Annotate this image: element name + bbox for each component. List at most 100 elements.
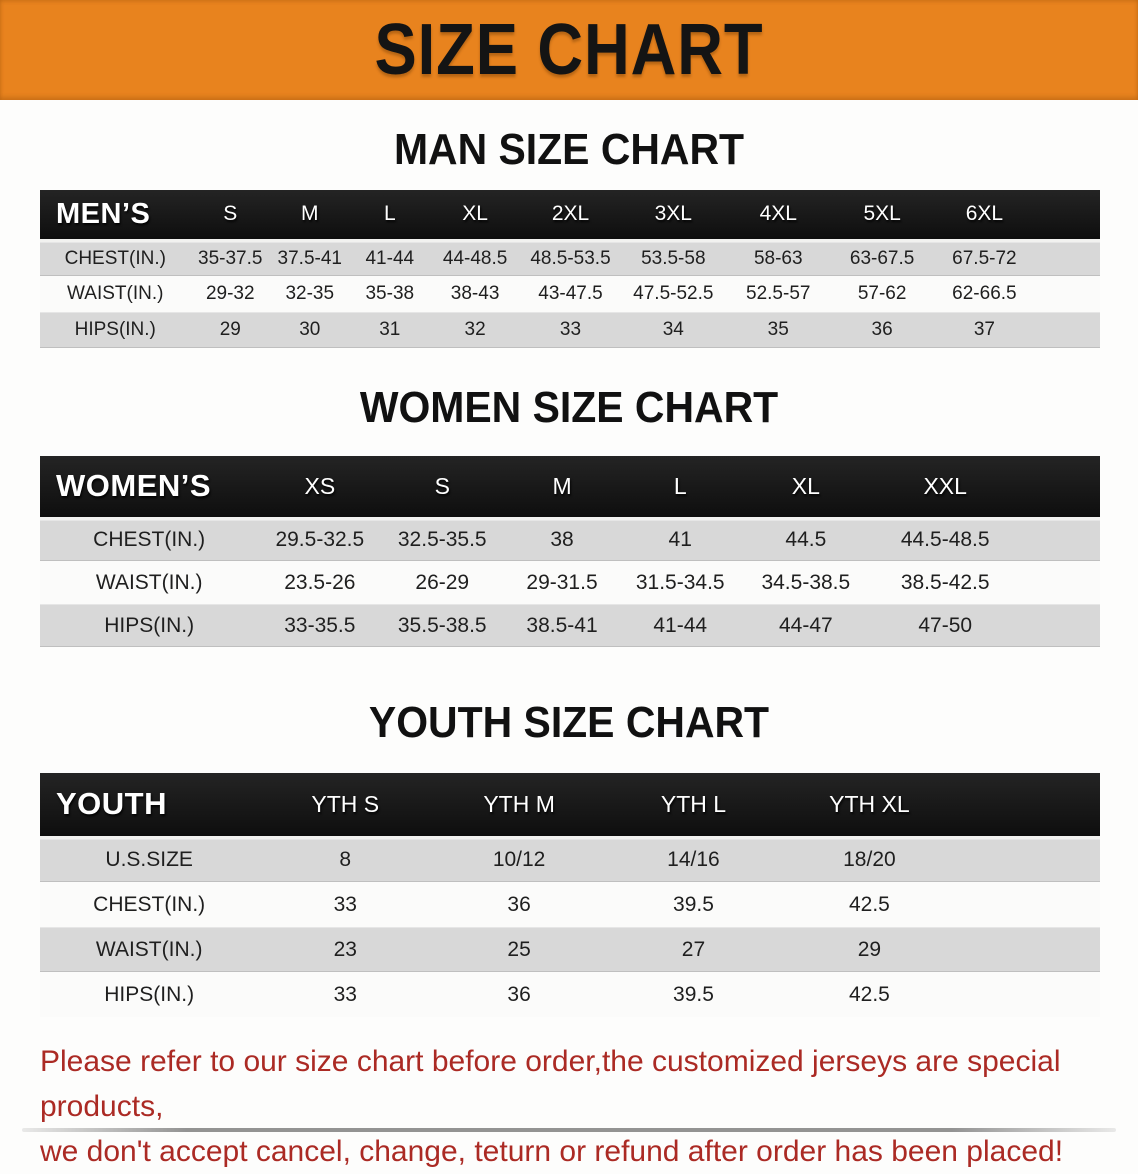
header-row: MEN’S S M L XL 2XL 3XL 4XL 5XL 6XL bbox=[40, 190, 1100, 242]
size-value-cell: 37 bbox=[933, 312, 1036, 348]
size-value-cell: 36 bbox=[432, 882, 607, 927]
col-header-s: S bbox=[381, 456, 504, 520]
col-header-yth-l: YTH L bbox=[606, 773, 781, 839]
size-value-cell: 42.5 bbox=[780, 882, 958, 927]
youth-section: YOUTH SIZE CHART YOUTH YTH S YTH M YTH L YTH … bbox=[0, 699, 1138, 1017]
women-size-table: WOMEN’S XS S M L XL XXL CHEST(IN.) 29.5-32.5 32.5… bbox=[40, 456, 1100, 647]
men-size-table: MEN’S S M L XL 2XL 3XL 4XL 5XL 6XL CHEST(IN.) 35-37… bbox=[40, 190, 1100, 348]
size-value-cell: 41 bbox=[620, 518, 740, 561]
size-value-cell: 43-47.5 bbox=[520, 276, 621, 312]
row-label: U.S.SIZE bbox=[40, 837, 259, 882]
spacer-cell bbox=[1018, 456, 1100, 520]
size-value-cell: 29-31.5 bbox=[503, 561, 621, 604]
spacer-cell bbox=[957, 972, 1100, 1017]
size-value-cell: 47-50 bbox=[872, 604, 1019, 647]
size-value-cell: 41-44 bbox=[620, 604, 740, 647]
women-section: WOMEN SIZE CHART WOMEN’S XS S M L XL XXL CHEST(I… bbox=[0, 384, 1138, 647]
size-value-cell: 38.5-42.5 bbox=[872, 561, 1019, 604]
col-header-yth-xl: YTH XL bbox=[780, 773, 958, 839]
size-value-cell: 23.5-26 bbox=[258, 561, 382, 604]
size-value-cell: 42.5 bbox=[780, 972, 958, 1017]
size-value-cell: 29 bbox=[780, 927, 958, 972]
header-row: YOUTH YTH S YTH M YTH L YTH XL bbox=[40, 773, 1100, 839]
size-value-cell: 8 bbox=[258, 837, 433, 882]
spacer-cell bbox=[957, 882, 1100, 927]
col-header-yth-m: YTH M bbox=[432, 773, 607, 839]
spacer-cell bbox=[957, 837, 1100, 882]
size-value-cell: 53.5-58 bbox=[620, 240, 726, 276]
size-value-cell: 38 bbox=[503, 518, 621, 561]
row-label: CHEST(IN.) bbox=[40, 882, 259, 927]
row-label: CHEST(IN.) bbox=[40, 518, 259, 561]
disclaimer-line-2: we don't accept cancel, change, teturn o… bbox=[40, 1135, 1064, 1168]
bottom-crop-line bbox=[22, 1128, 1116, 1132]
size-chart-sections: MAN SIZE CHART MEN’S S M L XL 2XL 3XL 4XL 5XL 6XL C… bbox=[0, 126, 1138, 1017]
youth-size-table: YOUTH YTH S YTH M YTH L YTH XL U.S.SIZE 8 10/12… bbox=[40, 773, 1100, 1017]
table-row: U.S.SIZE 8 10/12 14/16 18/20 bbox=[40, 837, 1100, 882]
col-header-xs: XS bbox=[258, 456, 382, 520]
size-value-cell: 27 bbox=[606, 927, 781, 972]
size-value-cell: 35 bbox=[725, 312, 831, 348]
size-value-cell: 26-29 bbox=[381, 561, 504, 604]
size-value-cell: 44.5-48.5 bbox=[872, 518, 1019, 561]
size-value-cell: 35.5-38.5 bbox=[381, 604, 504, 647]
table-title-cell: MEN’S bbox=[40, 190, 191, 242]
size-value-cell: 33-35.5 bbox=[258, 604, 382, 647]
spacer-cell bbox=[1035, 312, 1100, 348]
size-value-cell: 29-32 bbox=[190, 276, 271, 312]
table-title-cell: YOUTH bbox=[40, 773, 259, 839]
col-header-2xl: 2XL bbox=[520, 190, 621, 242]
size-value-cell: 52.5-57 bbox=[725, 276, 831, 312]
size-value-cell: 29 bbox=[190, 312, 271, 348]
col-header-xl: XL bbox=[430, 190, 521, 242]
col-header-5xl: 5XL bbox=[830, 190, 934, 242]
row-label: HIPS(IN.) bbox=[40, 312, 191, 348]
col-header-3xl: 3XL bbox=[620, 190, 726, 242]
size-value-cell: 44.5 bbox=[739, 518, 873, 561]
size-value-cell: 32-35 bbox=[270, 276, 350, 312]
size-value-cell: 39.5 bbox=[606, 972, 781, 1017]
size-value-cell: 34.5-38.5 bbox=[739, 561, 873, 604]
size-value-cell: 44-48.5 bbox=[430, 240, 521, 276]
size-value-cell: 67.5-72 bbox=[933, 240, 1036, 276]
table-row: CHEST(IN.) 29.5-32.5 32.5-35.5 38 41 44.5 44.5… bbox=[40, 518, 1100, 561]
size-value-cell: 31 bbox=[349, 312, 431, 348]
size-value-cell: 41-44 bbox=[349, 240, 431, 276]
spacer-cell bbox=[1035, 276, 1100, 312]
spacer-cell bbox=[957, 927, 1100, 972]
size-value-cell: 31.5-34.5 bbox=[620, 561, 740, 604]
size-value-cell: 47.5-52.5 bbox=[620, 276, 726, 312]
row-label: HIPS(IN.) bbox=[40, 604, 259, 647]
col-header-l: L bbox=[620, 456, 740, 520]
size-value-cell: 30 bbox=[270, 312, 350, 348]
spacer-cell bbox=[1018, 604, 1100, 647]
table-row: WAIST(IN.) 23.5-26 26-29 29-31.5 31.5-34.5 34… bbox=[40, 561, 1100, 604]
col-header-l: L bbox=[349, 190, 431, 242]
disclaimer-line-1: Please refer to our size chart before or… bbox=[40, 1045, 1061, 1123]
size-value-cell: 33 bbox=[258, 882, 433, 927]
size-value-cell: 32.5-35.5 bbox=[381, 518, 504, 561]
size-value-cell: 25 bbox=[432, 927, 607, 972]
size-value-cell: 14/16 bbox=[606, 837, 781, 882]
size-value-cell: 10/12 bbox=[432, 837, 607, 882]
section-heading-women: WOMEN SIZE CHART bbox=[359, 383, 779, 432]
table-title-cell: WOMEN’S bbox=[40, 456, 259, 520]
size-value-cell: 18/20 bbox=[780, 837, 958, 882]
size-value-cell: 44-47 bbox=[739, 604, 873, 647]
col-header-m: M bbox=[270, 190, 350, 242]
spacer-cell bbox=[1035, 240, 1100, 276]
col-header-4xl: 4XL bbox=[725, 190, 831, 242]
table-row: WAIST(IN.) 29-32 32-35 35-38 38-43 43-47.5 47.… bbox=[40, 276, 1100, 312]
size-value-cell: 35-38 bbox=[349, 276, 431, 312]
row-label: HIPS(IN.) bbox=[40, 972, 259, 1017]
table-row: HIPS(IN.) 29 30 31 32 33 34 35 36 37 bbox=[40, 312, 1100, 348]
size-value-cell: 38.5-41 bbox=[503, 604, 621, 647]
size-value-cell: 29.5-32.5 bbox=[258, 518, 382, 561]
row-label: WAIST(IN.) bbox=[40, 276, 191, 312]
size-value-cell: 57-62 bbox=[830, 276, 934, 312]
section-heading-youth: YOUTH SIZE CHART bbox=[368, 698, 770, 747]
size-value-cell: 32 bbox=[430, 312, 521, 348]
size-value-cell: 38-43 bbox=[430, 276, 521, 312]
size-value-cell: 33 bbox=[520, 312, 621, 348]
row-label: WAIST(IN.) bbox=[40, 561, 259, 604]
